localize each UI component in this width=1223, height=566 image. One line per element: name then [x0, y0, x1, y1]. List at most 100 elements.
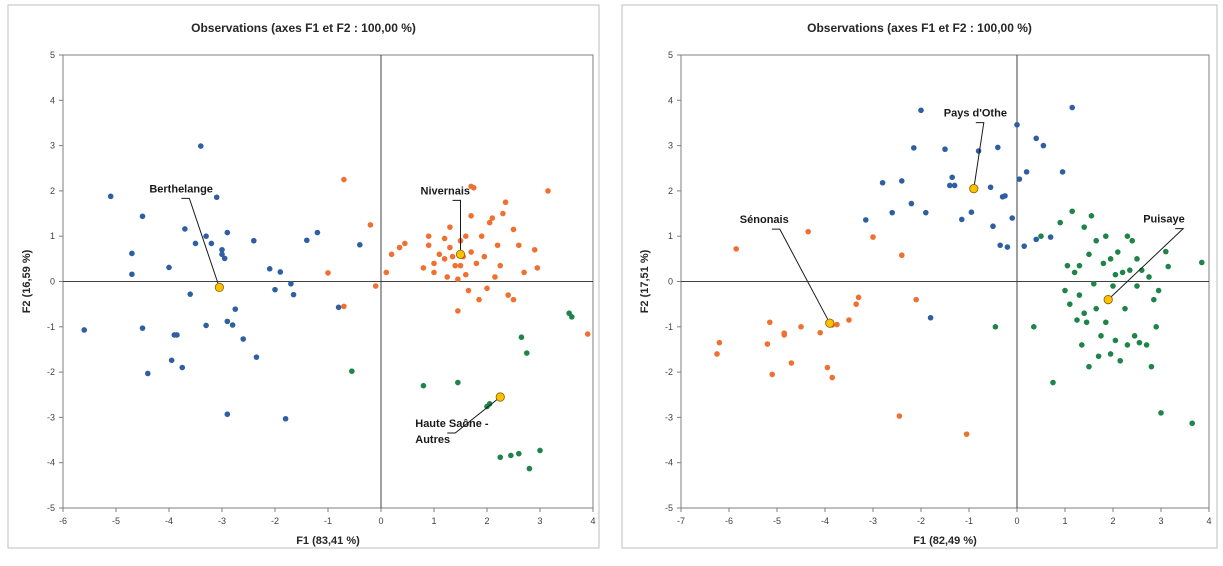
- data-point-blue: [179, 364, 186, 371]
- data-point-orange: [824, 364, 831, 371]
- data-point-blue: [1009, 215, 1015, 221]
- y-tick-label: 1: [668, 231, 673, 241]
- data-point-green: [349, 368, 355, 374]
- data-point-orange: [473, 260, 480, 267]
- y-tick-label: 2: [668, 186, 673, 196]
- data-point-green: [516, 450, 522, 457]
- data-point-green: [1081, 224, 1087, 230]
- data-point-green: [1098, 333, 1104, 339]
- data-point-orange: [896, 413, 903, 419]
- data-point-green: [537, 447, 543, 454]
- x-tick-label: -5: [773, 516, 781, 526]
- centroid-leader-line: [452, 199, 461, 255]
- data-point-orange: [764, 341, 771, 347]
- data-point-blue: [168, 357, 175, 364]
- x-tick-label: -1: [324, 516, 332, 526]
- data-point-blue: [192, 240, 199, 247]
- data-point-green: [1146, 274, 1152, 280]
- data-point-blue: [139, 325, 146, 331]
- data-point-blue: [129, 271, 135, 278]
- data-point-blue: [282, 415, 289, 422]
- data-point-blue: [1033, 236, 1039, 243]
- chart-frame: [7, 4, 600, 549]
- x-tick-label: -3: [869, 516, 877, 526]
- data-point-blue: [208, 240, 215, 247]
- data-point-orange: [455, 276, 461, 283]
- y-tick-label: 1: [50, 231, 55, 241]
- data-point-green: [523, 350, 530, 356]
- centroid-marker: [969, 184, 979, 194]
- y-tick-label: -4: [47, 458, 55, 468]
- data-point-green: [992, 324, 999, 330]
- data-point-blue: [357, 242, 363, 248]
- data-point-green: [518, 334, 525, 341]
- x-tick-label: 3: [1158, 516, 1163, 526]
- data-point-green: [1093, 305, 1099, 312]
- data-point-orange: [431, 260, 437, 267]
- data-point-blue: [335, 304, 342, 311]
- data-point-blue: [959, 216, 965, 223]
- data-point-green: [1124, 342, 1131, 348]
- x-tick-label: 1: [431, 516, 436, 526]
- data-point-orange: [805, 228, 811, 235]
- data-point-blue: [251, 237, 257, 244]
- chart-frame: [621, 4, 1218, 549]
- data-point-blue: [863, 217, 869, 223]
- data-point-green: [1119, 269, 1126, 276]
- data-point-blue: [232, 306, 239, 312]
- data-point-orange: [478, 233, 485, 239]
- data-point-blue: [107, 193, 114, 200]
- data-point-orange: [510, 296, 517, 303]
- x-tick-label: 1: [1062, 516, 1067, 526]
- data-point-blue: [81, 327, 87, 333]
- data-point-blue: [918, 107, 924, 114]
- x-tick-label: 2: [1110, 516, 1115, 526]
- x-tick-label: -7: [677, 516, 685, 526]
- y-tick-label: -1: [47, 322, 55, 332]
- data-point-blue: [304, 237, 310, 244]
- data-point-blue: [1014, 121, 1020, 128]
- data-point-orange: [853, 301, 859, 307]
- data-point-blue: [990, 223, 996, 230]
- data-point-blue: [911, 145, 917, 151]
- data-point-green: [1158, 410, 1164, 416]
- centroid-leader-line: [973, 122, 985, 189]
- data-point-green: [1110, 283, 1116, 289]
- data-point-green: [1093, 237, 1099, 244]
- data-point-blue: [927, 314, 934, 321]
- x-tick-label: -4: [821, 516, 829, 526]
- data-point-blue: [889, 209, 895, 216]
- x-tick-label: -5: [112, 516, 120, 526]
- data-point-blue: [229, 322, 236, 328]
- data-point-green: [1136, 339, 1143, 346]
- x-tick-label: 4: [590, 516, 595, 526]
- data-point-green: [1103, 233, 1109, 239]
- data-point-green: [1038, 233, 1044, 239]
- x-tick-label: 0: [1014, 516, 1019, 526]
- data-point-blue: [174, 332, 180, 338]
- data-point-orange: [781, 330, 787, 336]
- data-point-green: [1163, 248, 1169, 255]
- centroid-leader-line: [1107, 228, 1185, 300]
- data-point-blue: [219, 251, 225, 258]
- data-point-blue: [1069, 104, 1075, 111]
- data-point-blue: [187, 291, 193, 297]
- data-point-green: [486, 401, 493, 407]
- centroid-marker: [455, 249, 466, 259]
- data-point-blue: [182, 226, 188, 232]
- data-point-green: [455, 379, 461, 386]
- data-point-blue: [145, 370, 151, 377]
- x-tick-label: -6: [59, 516, 67, 526]
- data-point-blue: [213, 194, 220, 201]
- y-tick-label: -5: [47, 503, 55, 513]
- y-tick-label: -4: [665, 458, 673, 468]
- chart-title: Observations (axes F1 et F2 : 100,00 %): [807, 21, 1032, 35]
- data-point-orange: [372, 283, 379, 289]
- scatter-chart-left: Observations (axes F1 et F2 : 100,00 %) -…: [0, 0, 610, 561]
- data-point-green: [1117, 357, 1123, 364]
- data-point-blue: [942, 146, 948, 153]
- data-point-blue: [129, 250, 135, 257]
- data-point-orange: [402, 240, 408, 247]
- data-point-green: [1031, 324, 1037, 330]
- y-tick-label: -5: [665, 503, 673, 513]
